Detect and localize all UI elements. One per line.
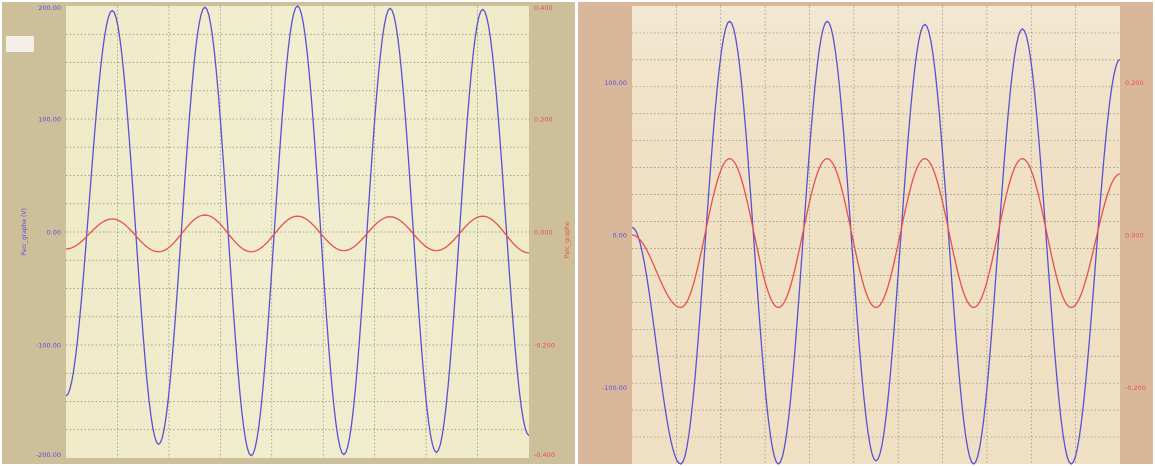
- series-line-red: [65, 214, 530, 254]
- series-line-blue: [631, 20, 1121, 465]
- y-tick-label-left: -200.00: [36, 451, 61, 459]
- y-tick-label-left: 100.00: [604, 79, 627, 87]
- y-tick-label-left: 0.00: [47, 229, 61, 237]
- y-tick-label-right: 0.200: [534, 116, 553, 124]
- y-tick-label-right: -0.400: [534, 451, 555, 459]
- right-series-red: [631, 158, 1121, 309]
- y-tick-label-left: 200.00: [38, 4, 61, 12]
- y-tick-label-left: -100.00: [602, 384, 627, 392]
- y-tick-label-right: 0.400: [534, 4, 553, 12]
- right-series-blue: [631, 20, 1121, 465]
- left-series-blue: [65, 5, 530, 457]
- y-tick-label-right: -0.200: [534, 342, 555, 350]
- left-axis-ticks: 200.00 100.00 0.00 -100.00 -200.00 0.400 0.200…: [36, 4, 555, 459]
- y-tick-label-left: 100.00: [38, 116, 61, 124]
- window-glare: [6, 36, 34, 52]
- right-y-axis-title: Parc_graphe: [564, 221, 571, 258]
- right-plot-sheen: [632, 6, 1120, 464]
- y-tick-label-right: -0.200: [1125, 384, 1146, 392]
- y-tick-label-left: 0.00: [613, 232, 627, 240]
- y-tick-label-right: 0.200: [1125, 79, 1144, 87]
- left-series-red: [65, 214, 530, 254]
- right-axis-ticks: 100.00 0.00 -100.00 0.200 0.000 -0.200: [602, 79, 1146, 392]
- y-tick-label-right: 0.000: [1125, 232, 1144, 240]
- y-tick-label-left: -100.00: [36, 342, 61, 350]
- series-line-red: [631, 158, 1121, 309]
- series-line-blue: [65, 5, 530, 457]
- left-y-axis-title: Parc_graphe (V): [21, 208, 28, 256]
- y-tick-label-right: 0.000: [534, 229, 553, 237]
